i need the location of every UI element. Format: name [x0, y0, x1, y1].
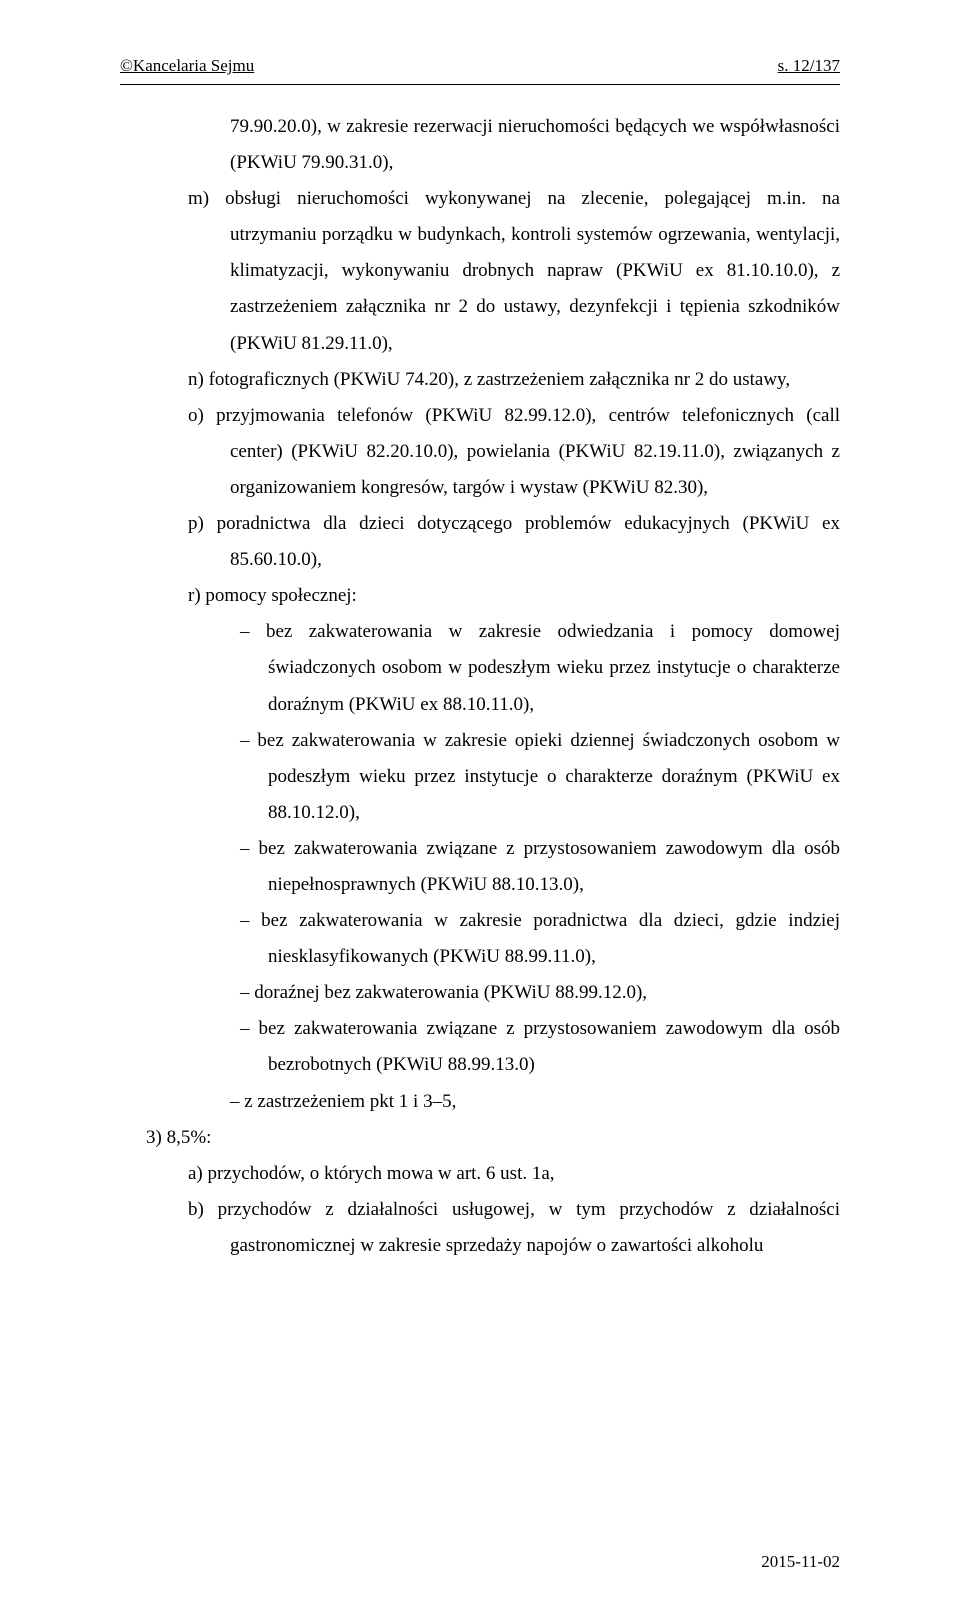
text-line: m) obsługi nieruchomości wykonywanej na … — [120, 181, 840, 361]
header-divider — [120, 84, 840, 85]
text-line: p) poradnictwa dla dzieci dotyczącego pr… — [120, 506, 840, 578]
text-line: n) fotograficznych (PKWiU 74.20), z zast… — [120, 362, 840, 398]
body-text: 79.90.20.0), w zakresie rezerwacji nieru… — [120, 109, 840, 1264]
text-line: – doraźnej bez zakwaterowania (PKWiU 88.… — [120, 975, 840, 1011]
text-line: – z zastrzeżeniem pkt 1 i 3–5, — [120, 1084, 840, 1120]
header-left: ©Kancelaria Sejmu — [120, 56, 254, 76]
text-line: 79.90.20.0), w zakresie rezerwacji nieru… — [120, 109, 840, 181]
text-line: a) przychodów, o których mowa w art. 6 u… — [120, 1156, 840, 1192]
text-line: r) pomocy społecznej: — [120, 578, 840, 614]
footer-date: 2015-11-02 — [761, 1552, 840, 1572]
text-line: – bez zakwaterowania związane z przystos… — [120, 831, 840, 903]
text-line: – bez zakwaterowania w zakresie poradnic… — [120, 903, 840, 975]
page-header: ©Kancelaria Sejmu s. 12/137 — [120, 56, 840, 76]
text-line: b) przychodów z działalności usługowej, … — [120, 1192, 840, 1264]
text-line: – bez zakwaterowania w zakresie odwiedza… — [120, 614, 840, 722]
text-line: – bez zakwaterowania w zakresie opieki d… — [120, 723, 840, 831]
text-line: 3) 8,5%: — [120, 1120, 840, 1156]
header-right: s. 12/137 — [778, 56, 840, 76]
text-line: o) przyjmowania telefonów (PKWiU 82.99.1… — [120, 398, 840, 506]
document-page: ©Kancelaria Sejmu s. 12/137 79.90.20.0),… — [0, 0, 960, 1612]
text-line: – bez zakwaterowania związane z przystos… — [120, 1011, 840, 1083]
